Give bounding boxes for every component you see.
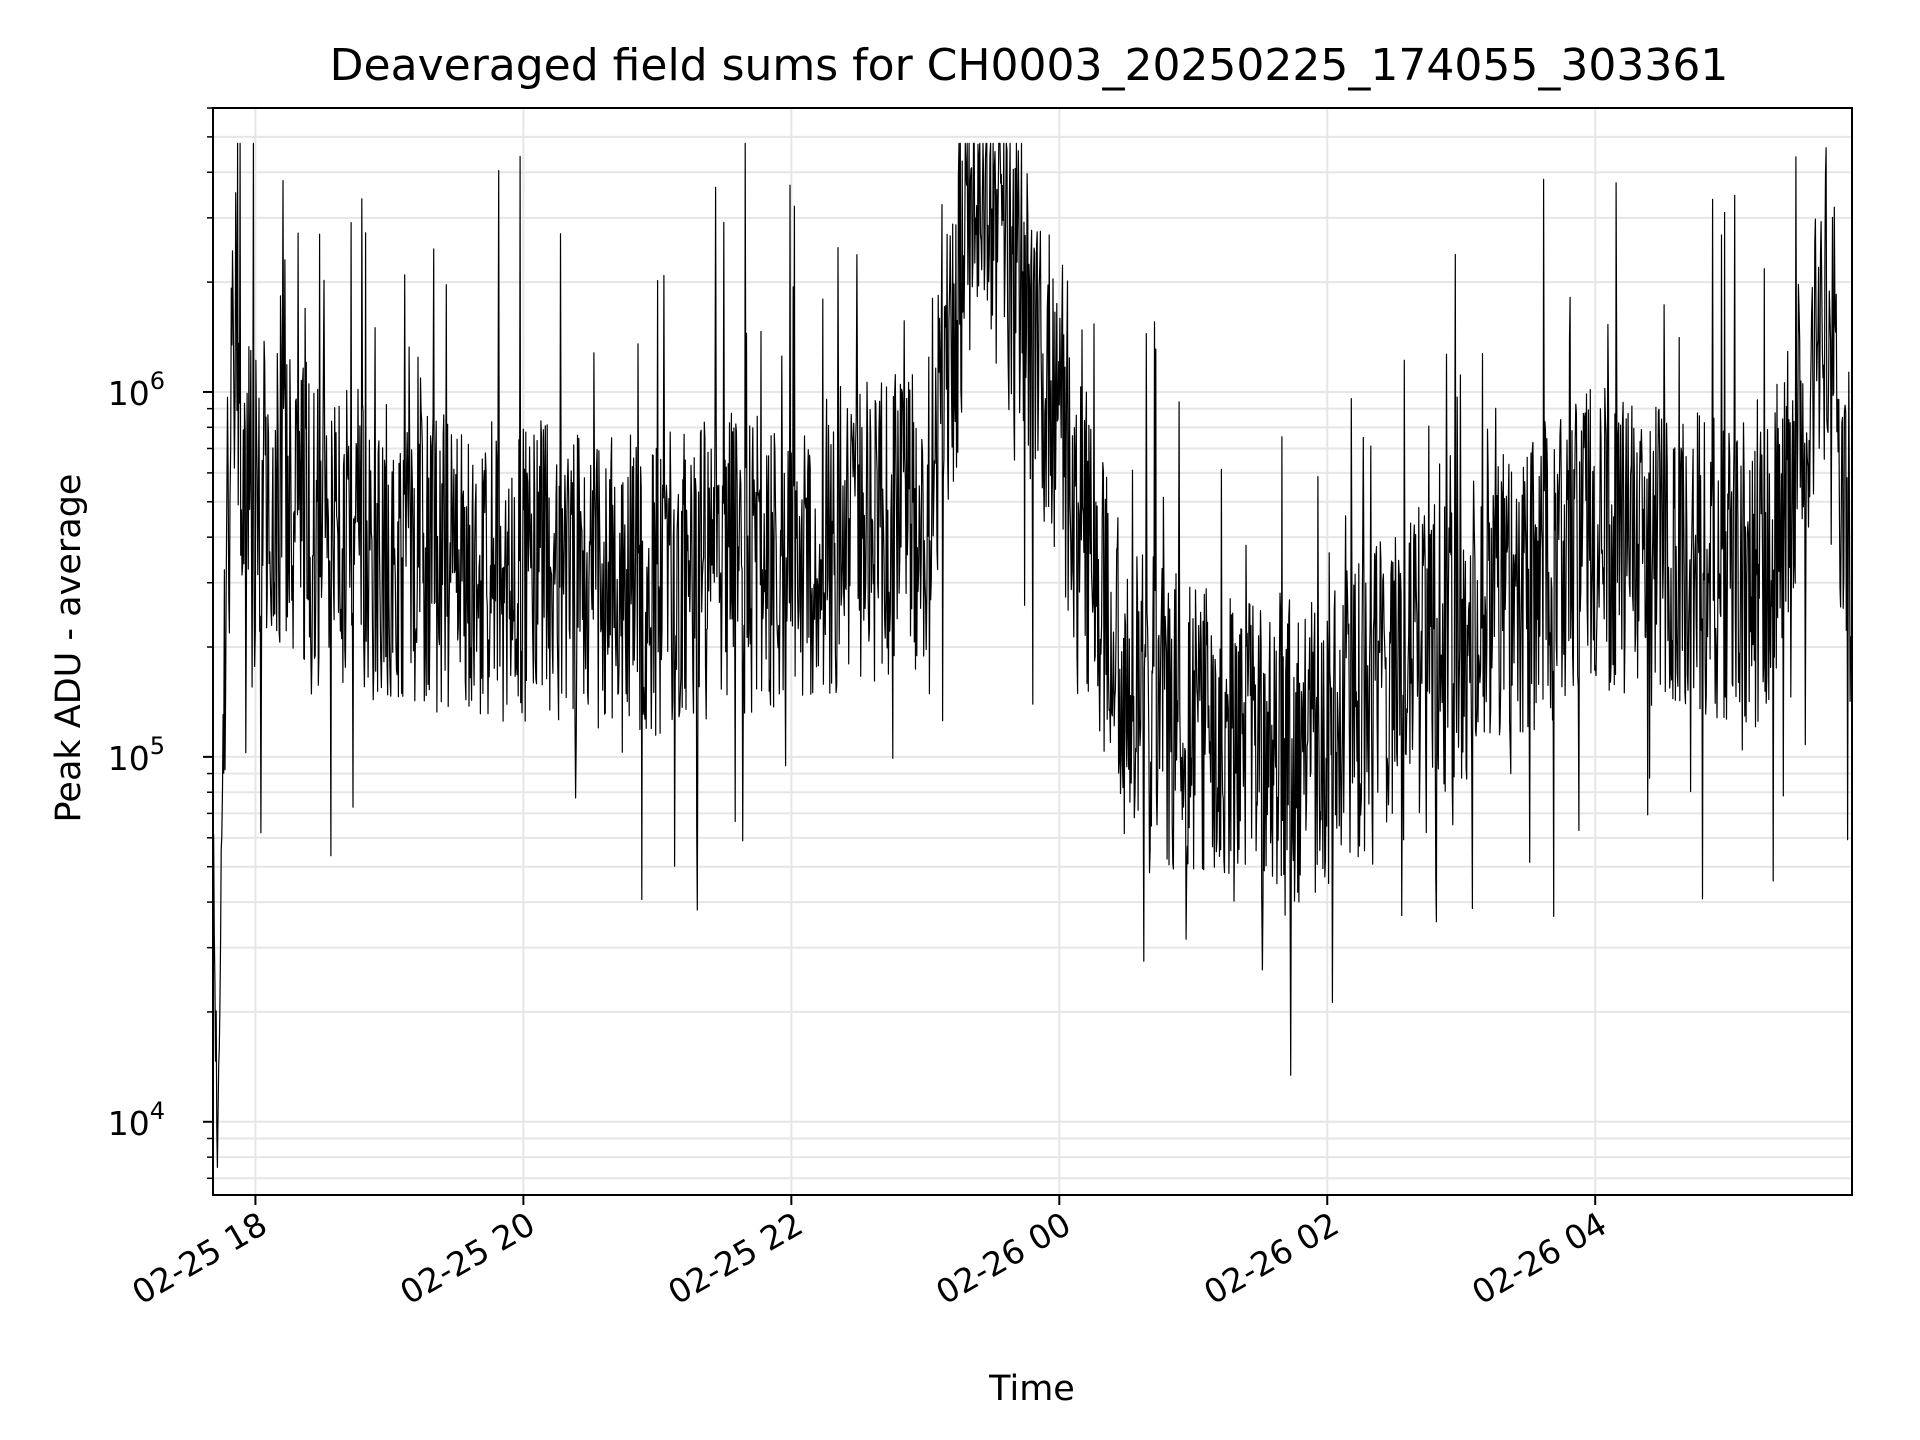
x-tick-label: 02-25 22: [661, 1204, 809, 1312]
y-tick-exponent: 6: [150, 367, 165, 395]
chart-title: Deaveraged field sums for CH0003_2025022…: [330, 40, 1729, 91]
y-tick-label: 105: [108, 732, 165, 778]
x-tick-label: 02-26 04: [1465, 1204, 1613, 1312]
x-axis: 02-25 18 02-25 20 02-25 22 02-26 00 02-26 02…: [125, 1195, 1613, 1312]
x-tick-label: 02-25 18: [125, 1204, 273, 1312]
y-tick-label: 106: [108, 367, 165, 413]
y-tick-exponent: 4: [150, 1097, 165, 1125]
x-axis-label: Time: [988, 1369, 1075, 1409]
series-line: [212, 142, 1853, 1168]
y-axis: 104 105 106: [108, 107, 213, 1180]
y-tick-exponent: 5: [150, 732, 165, 760]
x-tick-label: 02-26 00: [929, 1204, 1077, 1312]
series-path: [212, 142, 1853, 1168]
y-axis-label: Peak ADU - average: [49, 474, 89, 823]
y-tick-label: 104: [108, 1097, 165, 1143]
x-tick-label: 02-25 20: [393, 1204, 541, 1312]
plot-frame: [212, 107, 1853, 1196]
x-tick-label: 02-26 02: [1197, 1204, 1345, 1312]
